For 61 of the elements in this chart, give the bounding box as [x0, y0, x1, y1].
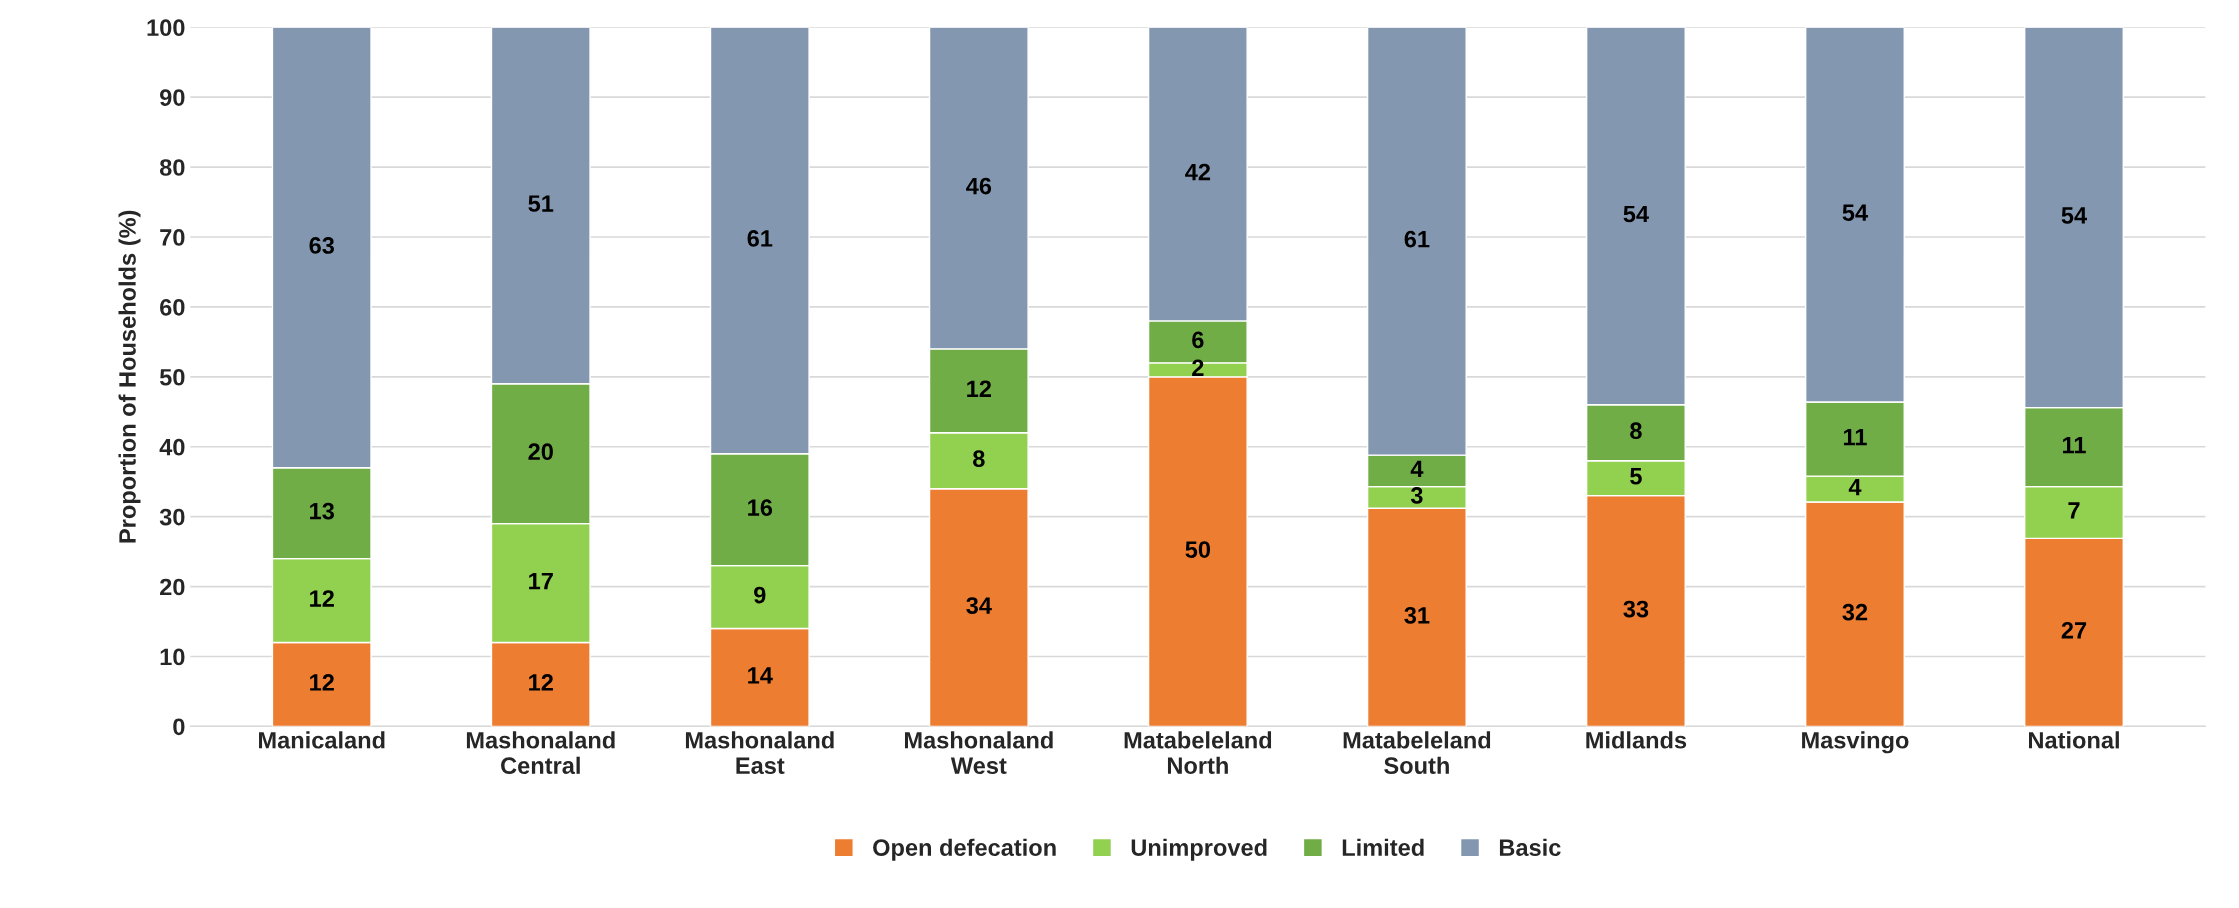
x-tick-label: National [2029, 731, 2119, 749]
data-label: 5 [1630, 468, 1642, 485]
data-label: 16 [748, 499, 773, 516]
data-label: 6 [1192, 331, 1204, 349]
data-label: 33 [1623, 600, 1649, 618]
legend-label: Basic [1499, 838, 1561, 857]
y-tick-label: 50 [159, 368, 185, 386]
data-label: 51 [528, 195, 554, 212]
x-tick-label: Manicaland [259, 731, 385, 749]
data-label: 12 [310, 674, 334, 691]
data-label: 31 [1404, 606, 1430, 624]
y-tick-label: 70 [160, 229, 185, 246]
legend-label: Unimproved [1131, 838, 1267, 861]
x-tick-label: Midlands [1586, 731, 1687, 749]
y-tick-label: 0 [173, 718, 185, 736]
x-tick-label: Matabeleland North [1124, 731, 1272, 775]
data-label: 2 [1192, 359, 1204, 376]
data-label: 46 [966, 177, 992, 195]
y-tick-label: 90 [160, 89, 185, 106]
y-tick-label: 60 [160, 298, 185, 316]
legend-label: Open defecation [873, 838, 1056, 861]
data-label: 8 [1630, 422, 1642, 440]
data-label: 54 [1842, 204, 1868, 221]
data-label: 54 [1623, 205, 1649, 223]
data-label: 42 [1185, 163, 1211, 181]
x-tick-label: Mashonaland West [904, 731, 1053, 775]
data-label: 12 [529, 674, 553, 691]
y-tick-label: 40 [159, 438, 185, 456]
data-label: 14 [748, 667, 773, 684]
data-label: 13 [310, 502, 335, 520]
data-label: 32 [1842, 603, 1868, 621]
data-label: 12 [310, 590, 334, 607]
data-label: 34 [966, 597, 992, 614]
data-label: 3 [1410, 487, 1423, 504]
x-tick-label: Mashonaland Central [466, 731, 615, 775]
x-tick-label: Matabeleland South [1343, 731, 1491, 775]
data-label: 27 [2061, 621, 2087, 639]
y-tick-label: 100 [147, 19, 185, 37]
data-label: 4 [1848, 478, 1862, 496]
data-label: 17 [529, 572, 553, 590]
data-label: 12 [967, 380, 992, 397]
data-label: 11 [2063, 436, 2086, 454]
data-label: 54 [2061, 207, 2087, 224]
x-tick-label: Masvingo [1802, 731, 1909, 754]
data-label: 4 [1410, 460, 1424, 477]
y-tick-label: 80 [159, 159, 185, 176]
data-label: 20 [528, 443, 553, 461]
legend-label: Limited [1342, 838, 1424, 857]
data-label: 61 [1404, 230, 1430, 248]
data-label: 50 [1185, 541, 1211, 558]
data-label: 9 [754, 586, 766, 604]
data-label: 7 [2068, 502, 2080, 519]
data-label: 11 [1843, 428, 1867, 446]
y-axis-title: Proportion of Households (%) [118, 210, 141, 543]
data-label: 63 [309, 237, 335, 254]
data-label: 61 [747, 230, 773, 247]
y-tick-label: 20 [160, 578, 185, 596]
y-tick-label: 30 [159, 508, 185, 526]
x-tick-label: Mashonaland East [685, 731, 834, 775]
y-tick-label: 10 [160, 648, 185, 666]
data-label: 8 [973, 450, 985, 468]
